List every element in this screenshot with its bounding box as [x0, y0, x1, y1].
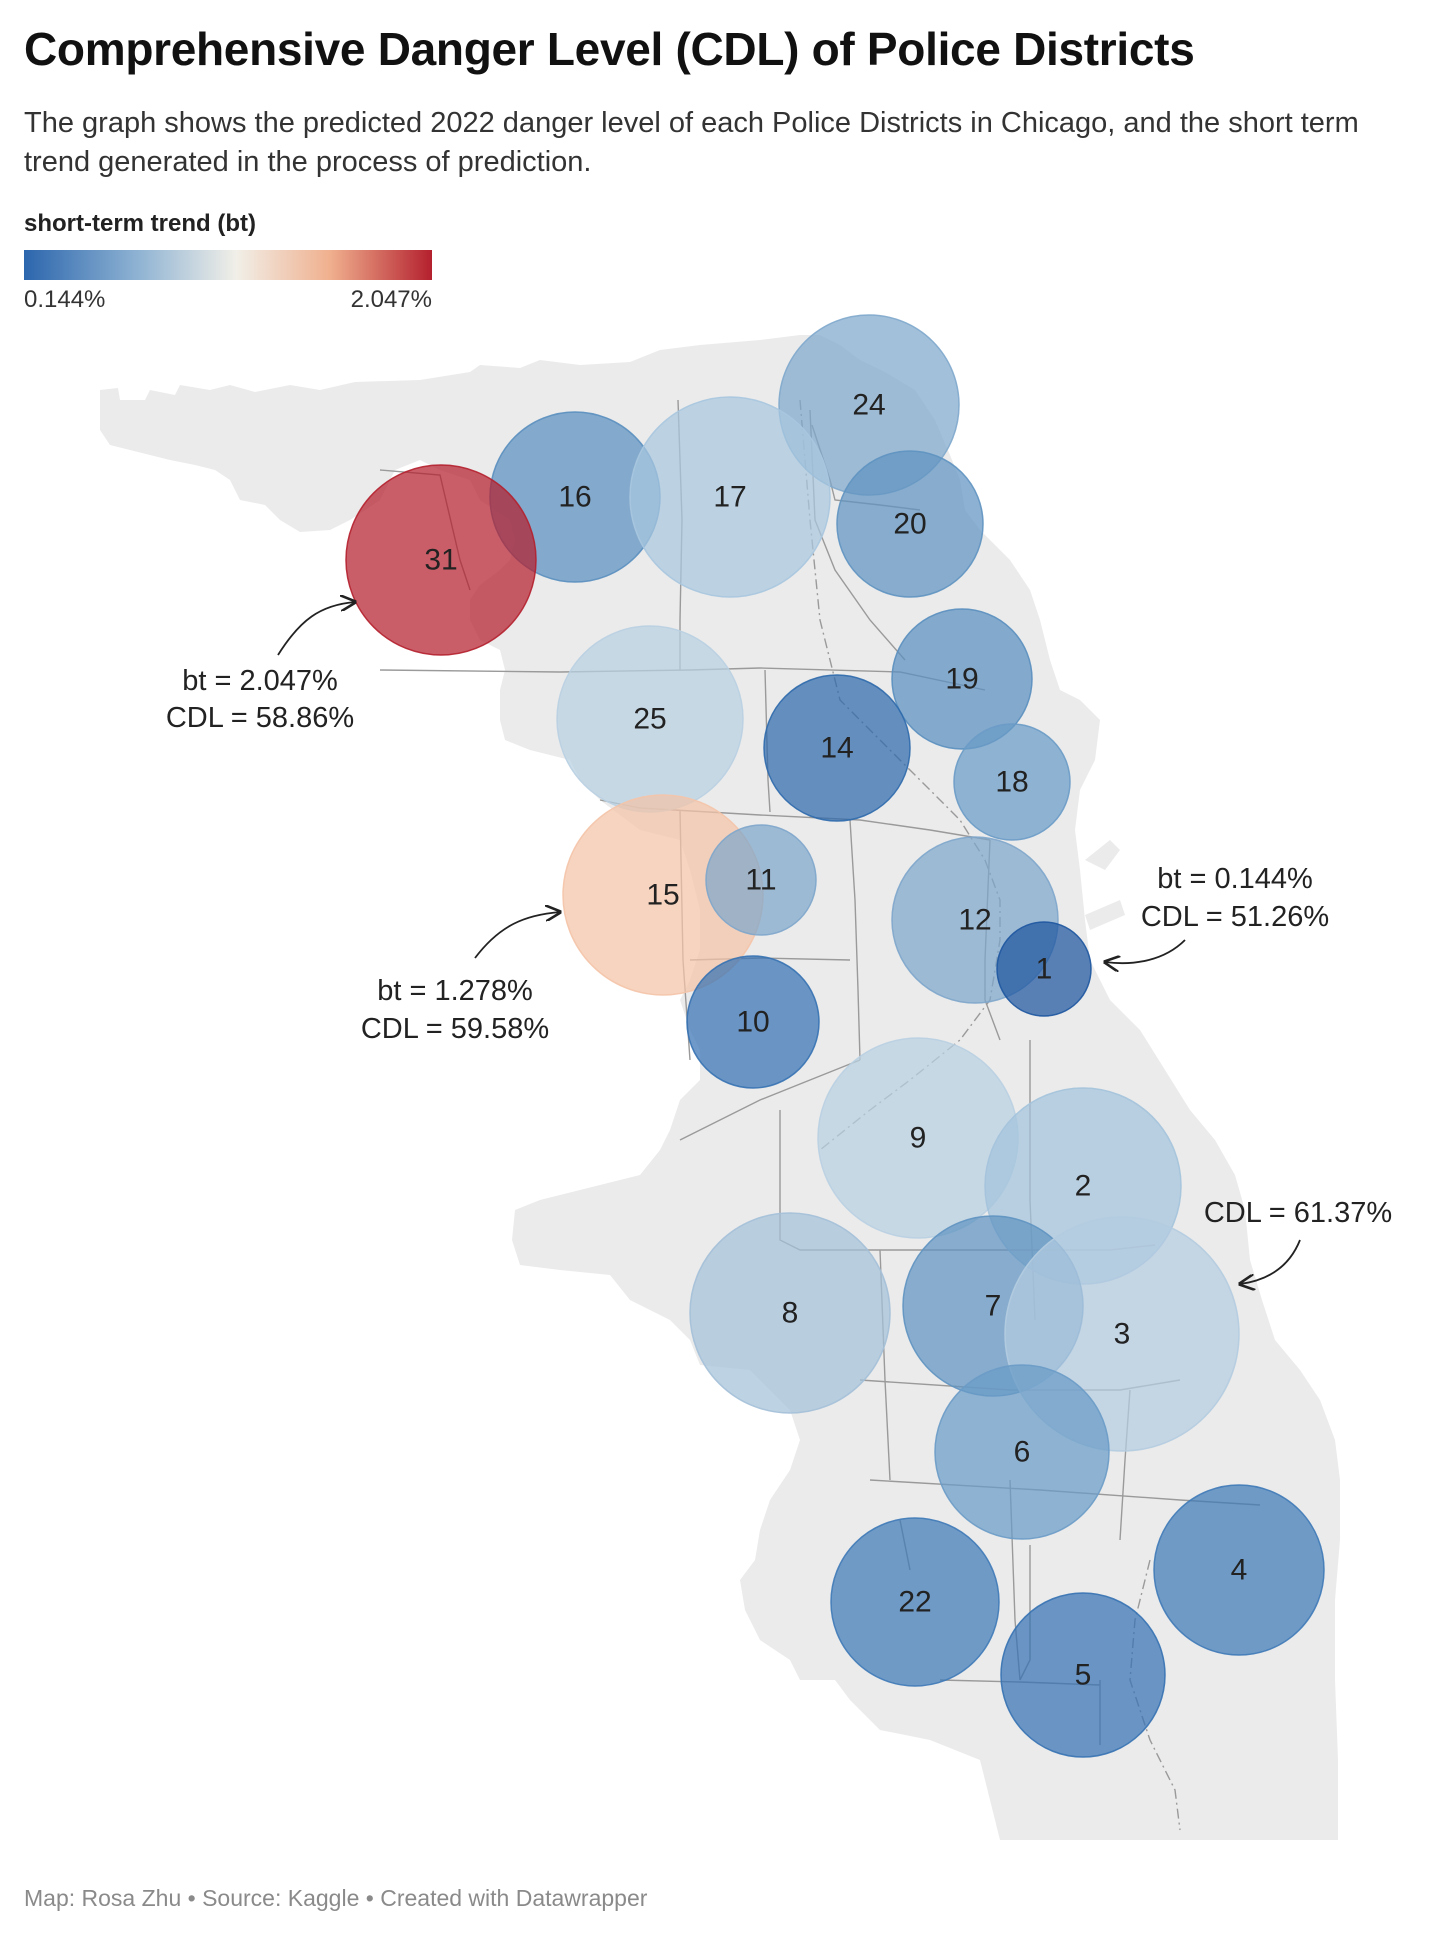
annotation-1-arrow [1105, 939, 1186, 963]
footer-separator-2: • [359, 1885, 381, 1911]
district-bubble-14[interactable] [763, 674, 911, 822]
district-labels: 24 16 17 20 31 19 25 14 18 15 11 12 1 10 9 2 8 7 3 6 4 22 5 [424, 389, 1247, 1692]
annotation-15-line2: CDL = 59.58% [361, 1013, 549, 1045]
annotation-31-line2: CDL = 58.86% [166, 702, 354, 734]
color-legend-bar [24, 250, 432, 280]
district-bubble-31[interactable] [345, 464, 537, 656]
annotation-3: CDL = 61.37% [1204, 1197, 1392, 1284]
district-label-18: 18 [995, 766, 1028, 799]
district-label-8: 8 [782, 1297, 799, 1330]
district-bubble-11[interactable] [705, 824, 817, 936]
district-bubble-19[interactable] [891, 608, 1033, 750]
district-bubble-20[interactable] [836, 450, 984, 598]
annotation-31-line1: bt = 2.047% [182, 665, 338, 697]
annotation-15-arrow [474, 912, 560, 959]
district-label-15: 15 [646, 879, 679, 912]
district-bubble-18[interactable] [953, 723, 1071, 841]
district-label-31: 31 [424, 544, 457, 577]
footer-source: Source: Kaggle [202, 1885, 360, 1911]
district-label-6: 6 [1014, 1436, 1031, 1469]
annotation-1-line2: CDL = 51.26% [1141, 901, 1329, 933]
district-label-5: 5 [1075, 1659, 1092, 1692]
chart-subtitle: The graph shows the predicted 2022 dange… [24, 107, 1359, 178]
district-label-3: 3 [1114, 1318, 1131, 1351]
footer-separator-1: • [181, 1885, 203, 1911]
district-label-10: 10 [736, 1006, 769, 1039]
district-bubble-22[interactable] [830, 1517, 1000, 1687]
district-label-22: 22 [898, 1586, 931, 1619]
annotation-1: bt = 0.144% CDL = 51.26% [1105, 863, 1329, 963]
legend-max-label: 2.047% [350, 286, 432, 313]
annotation-15-line1: bt = 1.278% [377, 975, 533, 1007]
district-bubble-8[interactable] [689, 1212, 891, 1414]
district-bubbles [345, 314, 1325, 1758]
district-bubble-17[interactable] [629, 396, 831, 598]
district-label-9: 9 [910, 1122, 927, 1155]
district-label-19: 19 [945, 663, 978, 696]
footer-credits: Map: Rosa Zhu • Source: Kaggle • Created… [24, 1885, 647, 1912]
district-bubble-1[interactable] [996, 921, 1092, 1017]
annotation-31-arrow [277, 602, 355, 656]
annotation-15: bt = 1.278% CDL = 59.58% [361, 912, 560, 1045]
district-label-14: 14 [820, 732, 853, 765]
district-label-20: 20 [893, 508, 926, 541]
district-label-2: 2 [1075, 1170, 1092, 1203]
district-bubble-5[interactable] [1000, 1592, 1166, 1758]
annotation-31: bt = 2.047% CDL = 58.86% [166, 602, 355, 734]
district-label-1: 1 [1036, 953, 1053, 986]
annotation-3-arrow [1240, 1239, 1301, 1284]
legend-min-label: 0.144% [24, 286, 106, 313]
district-label-16: 16 [558, 481, 591, 514]
district-bubble-4[interactable] [1153, 1484, 1325, 1656]
district-bubble-6[interactable] [934, 1364, 1110, 1540]
footer-created: Created with Datawrapper [380, 1885, 648, 1911]
district-label-12: 12 [958, 904, 991, 937]
annotation-1-line1: bt = 0.144% [1157, 863, 1313, 895]
legend-title: short-term trend (bt) [24, 210, 256, 237]
footer-map-credit: Map: Rosa Zhu [24, 1885, 182, 1911]
district-label-4: 4 [1231, 1554, 1248, 1587]
district-label-17: 17 [713, 481, 746, 514]
district-label-7: 7 [985, 1290, 1002, 1323]
district-label-25: 25 [633, 703, 666, 736]
district-label-24: 24 [852, 389, 885, 422]
annotation-3-line1: CDL = 61.37% [1204, 1197, 1392, 1229]
chart-title: Comprehensive Danger Level (CDL) of Poli… [24, 23, 1195, 75]
district-bubble-10[interactable] [686, 955, 820, 1089]
district-label-11: 11 [745, 864, 776, 897]
